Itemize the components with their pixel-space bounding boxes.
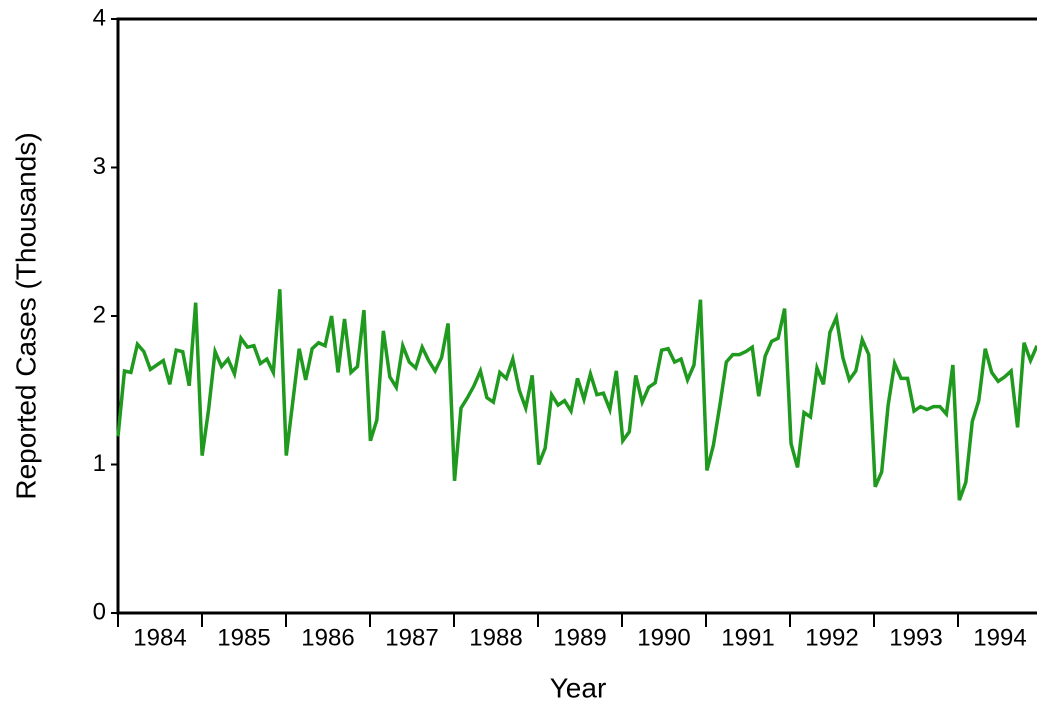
y-tick-label: 3 (93, 153, 106, 180)
x-tick-label: 1992 (805, 624, 858, 651)
x-tick-label: 1987 (385, 624, 438, 651)
y-axis-title: Reported Cases (Thousands) (10, 132, 41, 499)
y-tick-label: 1 (93, 450, 106, 477)
x-tick-label: 1991 (721, 624, 774, 651)
y-tick-label: 4 (93, 4, 106, 31)
x-tick-label: 1989 (553, 624, 606, 651)
x-tick-label: 1990 (637, 624, 690, 651)
x-tick-label: 1993 (889, 624, 942, 651)
x-tick-label: 1988 (469, 624, 522, 651)
x-tick-label: 1994 (973, 624, 1026, 651)
x-tick-label: 1986 (301, 624, 354, 651)
data-line (116, 289, 1037, 501)
x-tick-label: 1984 (133, 624, 186, 651)
y-tick-label: 2 (93, 301, 106, 328)
x-axis-title: Year (550, 672, 607, 703)
y-tick-label: 0 (93, 598, 106, 625)
x-tick-label: 1985 (217, 624, 270, 651)
